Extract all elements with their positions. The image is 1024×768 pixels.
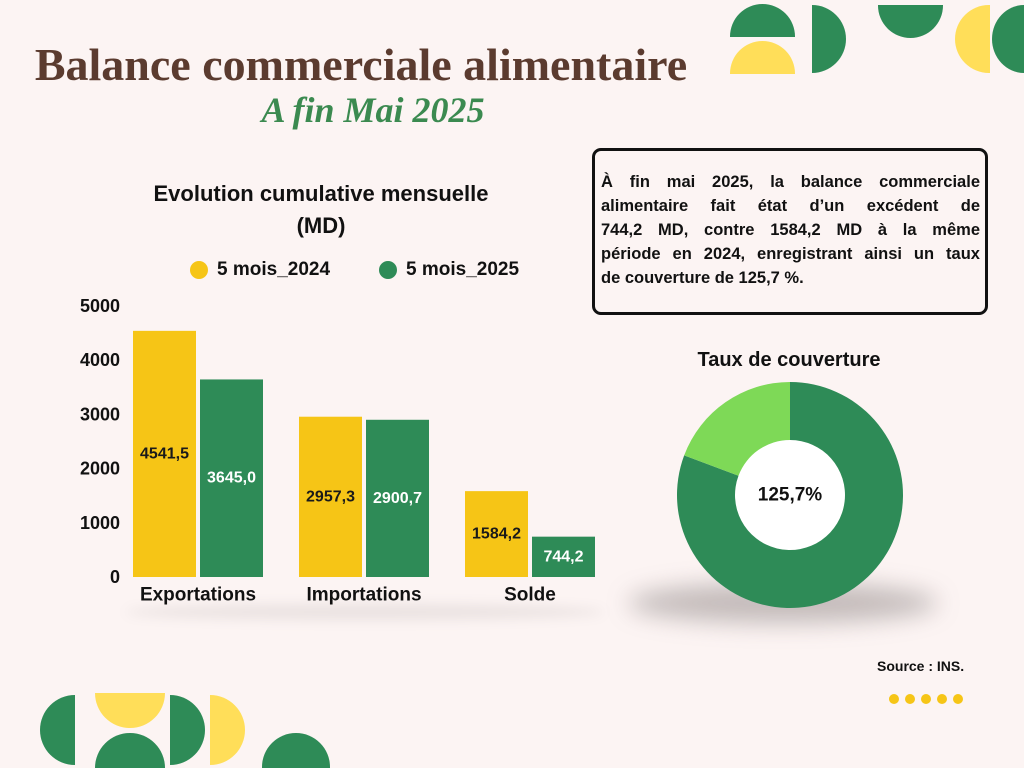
y-tick-label: 3000 xyxy=(80,404,120,424)
donut-center-label: 125,7% xyxy=(758,485,823,506)
donut-hole xyxy=(735,440,845,550)
summary-line: alimentaire fait état d’un excédent de xyxy=(601,197,980,215)
decor-half-circle xyxy=(730,41,795,74)
summary-line: de couverture de 125,7 %. xyxy=(601,269,804,287)
y-tick-label: 4000 xyxy=(80,350,120,370)
y-tick-label: 5000 xyxy=(80,296,120,316)
summary-line: À fin mai 2025, la balance commerciale xyxy=(601,173,980,191)
donut-segment xyxy=(677,382,903,608)
decor-dots xyxy=(889,694,963,704)
source-note: Source : INS. xyxy=(877,658,965,674)
bar xyxy=(366,419,429,577)
bar-chart-title: Evolution cumulative mensuelle (MD) xyxy=(153,181,489,238)
x-category-label: Solde xyxy=(504,585,556,606)
donut-chart-title: Taux de couverture xyxy=(697,349,881,371)
legend-item-2025: 5 mois_2025 xyxy=(379,258,519,282)
decor-half-circle xyxy=(262,733,330,768)
bar-value-label: 744,2 xyxy=(543,548,583,565)
bar xyxy=(465,491,528,577)
decor-half-circle xyxy=(40,695,75,765)
decor-half-circle xyxy=(95,733,165,768)
bar xyxy=(133,330,196,577)
chart-shadow xyxy=(125,604,605,620)
y-tick-label: 1000 xyxy=(80,513,120,533)
bar-value-label: 1584,2 xyxy=(472,526,521,543)
decor-half-circle xyxy=(878,5,943,38)
decor-dot xyxy=(889,694,899,704)
decor-half-circle xyxy=(992,5,1024,73)
bar-value-label: 2900,7 xyxy=(373,490,422,507)
bar-value-label: 4541,5 xyxy=(140,445,189,462)
decor-half-circle xyxy=(210,695,245,765)
bar xyxy=(299,416,362,577)
bar-chart-plot: 0 1000 2000 3000 4000 5000 4541,5 3645,0 Exporta… xyxy=(80,296,595,606)
legend-label: 5 mois_2024 xyxy=(217,259,331,280)
decor-dot xyxy=(953,694,963,704)
decor-dot xyxy=(921,694,931,704)
legend-item-2024: 5 mois_2024 xyxy=(190,258,330,282)
legend-swatch xyxy=(190,261,208,279)
bar-value-label: 2957,3 xyxy=(306,488,355,505)
summary-line: période en 2024, enregistrant ainsi un t… xyxy=(601,245,980,263)
page-subtitle: A fin Mai 2025 xyxy=(261,90,485,130)
decor-half-circle xyxy=(955,5,990,73)
decor-dot xyxy=(937,694,947,704)
x-category-label: Importations xyxy=(306,585,421,606)
decor-dot xyxy=(905,694,915,704)
page-title: Balance commerciale alimentaire xyxy=(34,39,688,90)
decor-half-circle xyxy=(730,4,795,37)
summary-line: 744,2 MD, contre 1584,2 MD à la même xyxy=(601,221,980,239)
bar-value-label: 3645,0 xyxy=(207,470,256,487)
decor-half-circle xyxy=(95,693,165,728)
legend-label: 5 mois_2025 xyxy=(406,259,520,280)
donut-chart: 125,7% xyxy=(677,382,903,608)
y-tick-label: 2000 xyxy=(80,459,120,479)
summary-box: À fin mai 2025, la balance commerciale a… xyxy=(592,148,988,315)
x-category-label: Exportations xyxy=(140,585,256,606)
donut-segment xyxy=(684,382,790,476)
bar xyxy=(200,379,263,577)
decor-half-circle xyxy=(170,695,205,765)
y-tick-label: 0 xyxy=(110,567,120,587)
legend-swatch xyxy=(379,261,397,279)
decor-half-circle xyxy=(812,5,846,73)
bar xyxy=(532,536,595,577)
